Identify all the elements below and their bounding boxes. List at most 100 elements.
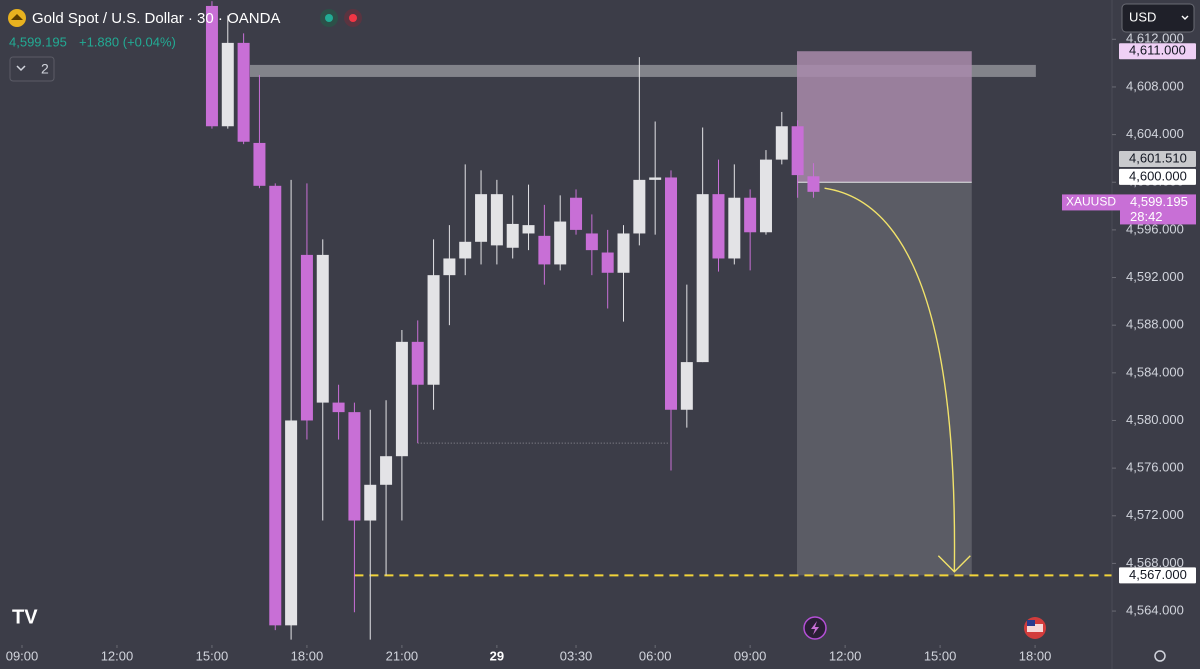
- candle-body: [712, 194, 725, 259]
- y-tick-label: 4,592.000: [1126, 269, 1184, 284]
- price-tag-label: 4,601.510: [1129, 150, 1187, 165]
- stop-zone: [796, 51, 972, 183]
- currency: USD: [1129, 9, 1156, 24]
- chevron: [16, 65, 26, 72]
- x-tick-label: 06:00: [639, 648, 672, 663]
- currency-button[interactable]: [1121, 3, 1195, 33]
- candle-body: [807, 176, 820, 192]
- x-tick-label: 12:00: [829, 648, 862, 663]
- candle-body: [443, 258, 456, 276]
- candle-body: [506, 223, 519, 248]
- candle-body: [791, 126, 804, 176]
- x-tick-label: 21:00: [386, 648, 419, 663]
- candle-body: [617, 233, 630, 273]
- buy-dot-inner: [325, 14, 333, 22]
- candle-body: [332, 402, 345, 413]
- candle-body: [680, 362, 693, 410]
- price-tag-label: 4,567.000: [1129, 567, 1187, 582]
- price-labels: 4,611.000 4,601.510 4,600.000 XAUUSD 4,599.1…: [1062, 43, 1196, 584]
- y-tick-label: 4,576.000: [1126, 460, 1184, 475]
- candle-body: [237, 42, 250, 142]
- candle-body: [522, 225, 535, 234]
- x-tick-label: 18:00: [1019, 648, 1052, 663]
- y-tick-label: 4,604.000: [1126, 126, 1184, 141]
- x-tick-label: 29: [490, 648, 504, 663]
- candle-body: [570, 197, 583, 230]
- header: Gold Spot / U.S. Dollar · 30 · OANDA 4,5…: [8, 3, 1195, 662]
- profit-zone: [796, 182, 972, 576]
- last-price-tag: [1120, 194, 1196, 225]
- candle-body: [601, 252, 614, 273]
- candle-body: [285, 420, 298, 626]
- candle-body: [316, 254, 329, 403]
- candle-body: [395, 341, 408, 457]
- y-tick-label: 4,584.000: [1126, 364, 1184, 379]
- y-tick-label: 4,588.000: [1126, 317, 1184, 332]
- last-price: 4,599.195: [9, 34, 67, 49]
- y-tick-label: 4,580.000: [1126, 412, 1184, 427]
- drawings: [249, 51, 1112, 577]
- candle-body: [205, 5, 218, 127]
- tv-logo: TV: [12, 606, 38, 628]
- y-tick-label: 4,572.000: [1126, 507, 1184, 522]
- candle-body: [475, 194, 488, 242]
- price-tag: [1119, 43, 1196, 60]
- candle-body: [221, 42, 234, 127]
- x-tick-label: 12:00: [101, 648, 134, 663]
- y-tick-label: 4,612.000: [1126, 31, 1184, 46]
- series-name: XAUUSD: [1066, 195, 1116, 209]
- candle-body: [538, 235, 551, 265]
- candle-body: [459, 241, 472, 259]
- candle-body: [348, 412, 361, 521]
- x-tick-label: 09:00: [734, 648, 767, 663]
- y-tick-label: 4,608.000: [1126, 78, 1184, 93]
- candle-body: [728, 197, 741, 259]
- price-tag-label: 4,600.000: [1129, 168, 1187, 183]
- forecast-arrow: [824, 187, 956, 572]
- candle-body: [744, 197, 757, 233]
- settings-icon[interactable]: [1154, 650, 1166, 662]
- price-change: +1.880 (+0.04%): [79, 34, 176, 49]
- price-tag: [1119, 567, 1196, 584]
- candle-body: [633, 179, 646, 234]
- candle-body: [411, 341, 424, 385]
- price-tag: [1119, 150, 1196, 167]
- candle-body: [554, 221, 567, 265]
- logo-glyph: [11, 14, 23, 20]
- x-tick-label: 15:00: [924, 648, 957, 663]
- candle-body: [253, 142, 266, 186]
- symbol-title: Gold Spot / U.S. Dollar · 30 · OANDA: [32, 10, 280, 27]
- candle-body: [759, 159, 772, 233]
- arrow-head: [937, 555, 971, 573]
- indicator-count: 2: [41, 61, 49, 77]
- candle-body: [427, 275, 440, 385]
- countdown: 28:42: [1130, 209, 1163, 224]
- candle-body: [364, 484, 377, 521]
- candles: [205, 1, 820, 640]
- sell-dot-inner: [349, 14, 357, 22]
- indicator-toggle[interactable]: [9, 56, 55, 82]
- price-tag: [1119, 168, 1196, 185]
- event-glyph: [811, 621, 819, 635]
- y-tick-label: 4,568.000: [1126, 555, 1184, 570]
- candle-body: [664, 177, 677, 410]
- x-tick-label: 18:00: [291, 648, 324, 663]
- candle-body: [300, 254, 313, 421]
- candle-body: [380, 456, 393, 485]
- y-tick-label: 4,596.000: [1126, 221, 1184, 236]
- price-tag-label: 4,611.000: [1129, 43, 1186, 58]
- last-price-label: 4,599.195: [1130, 194, 1188, 209]
- candle-body: [490, 194, 503, 246]
- candle-body: [775, 126, 788, 160]
- candle-body: [585, 233, 598, 251]
- candle-body: [269, 185, 282, 626]
- x-tick-label: 03:30: [560, 648, 593, 663]
- candle-body: [649, 177, 662, 180]
- x-tick-label: 09:00: [6, 648, 39, 663]
- x-tick-label: 15:00: [196, 648, 229, 663]
- series-name-tag: [1062, 194, 1120, 211]
- y-tick-label: 4,564.000: [1126, 602, 1184, 617]
- flag-canton: [1027, 620, 1035, 626]
